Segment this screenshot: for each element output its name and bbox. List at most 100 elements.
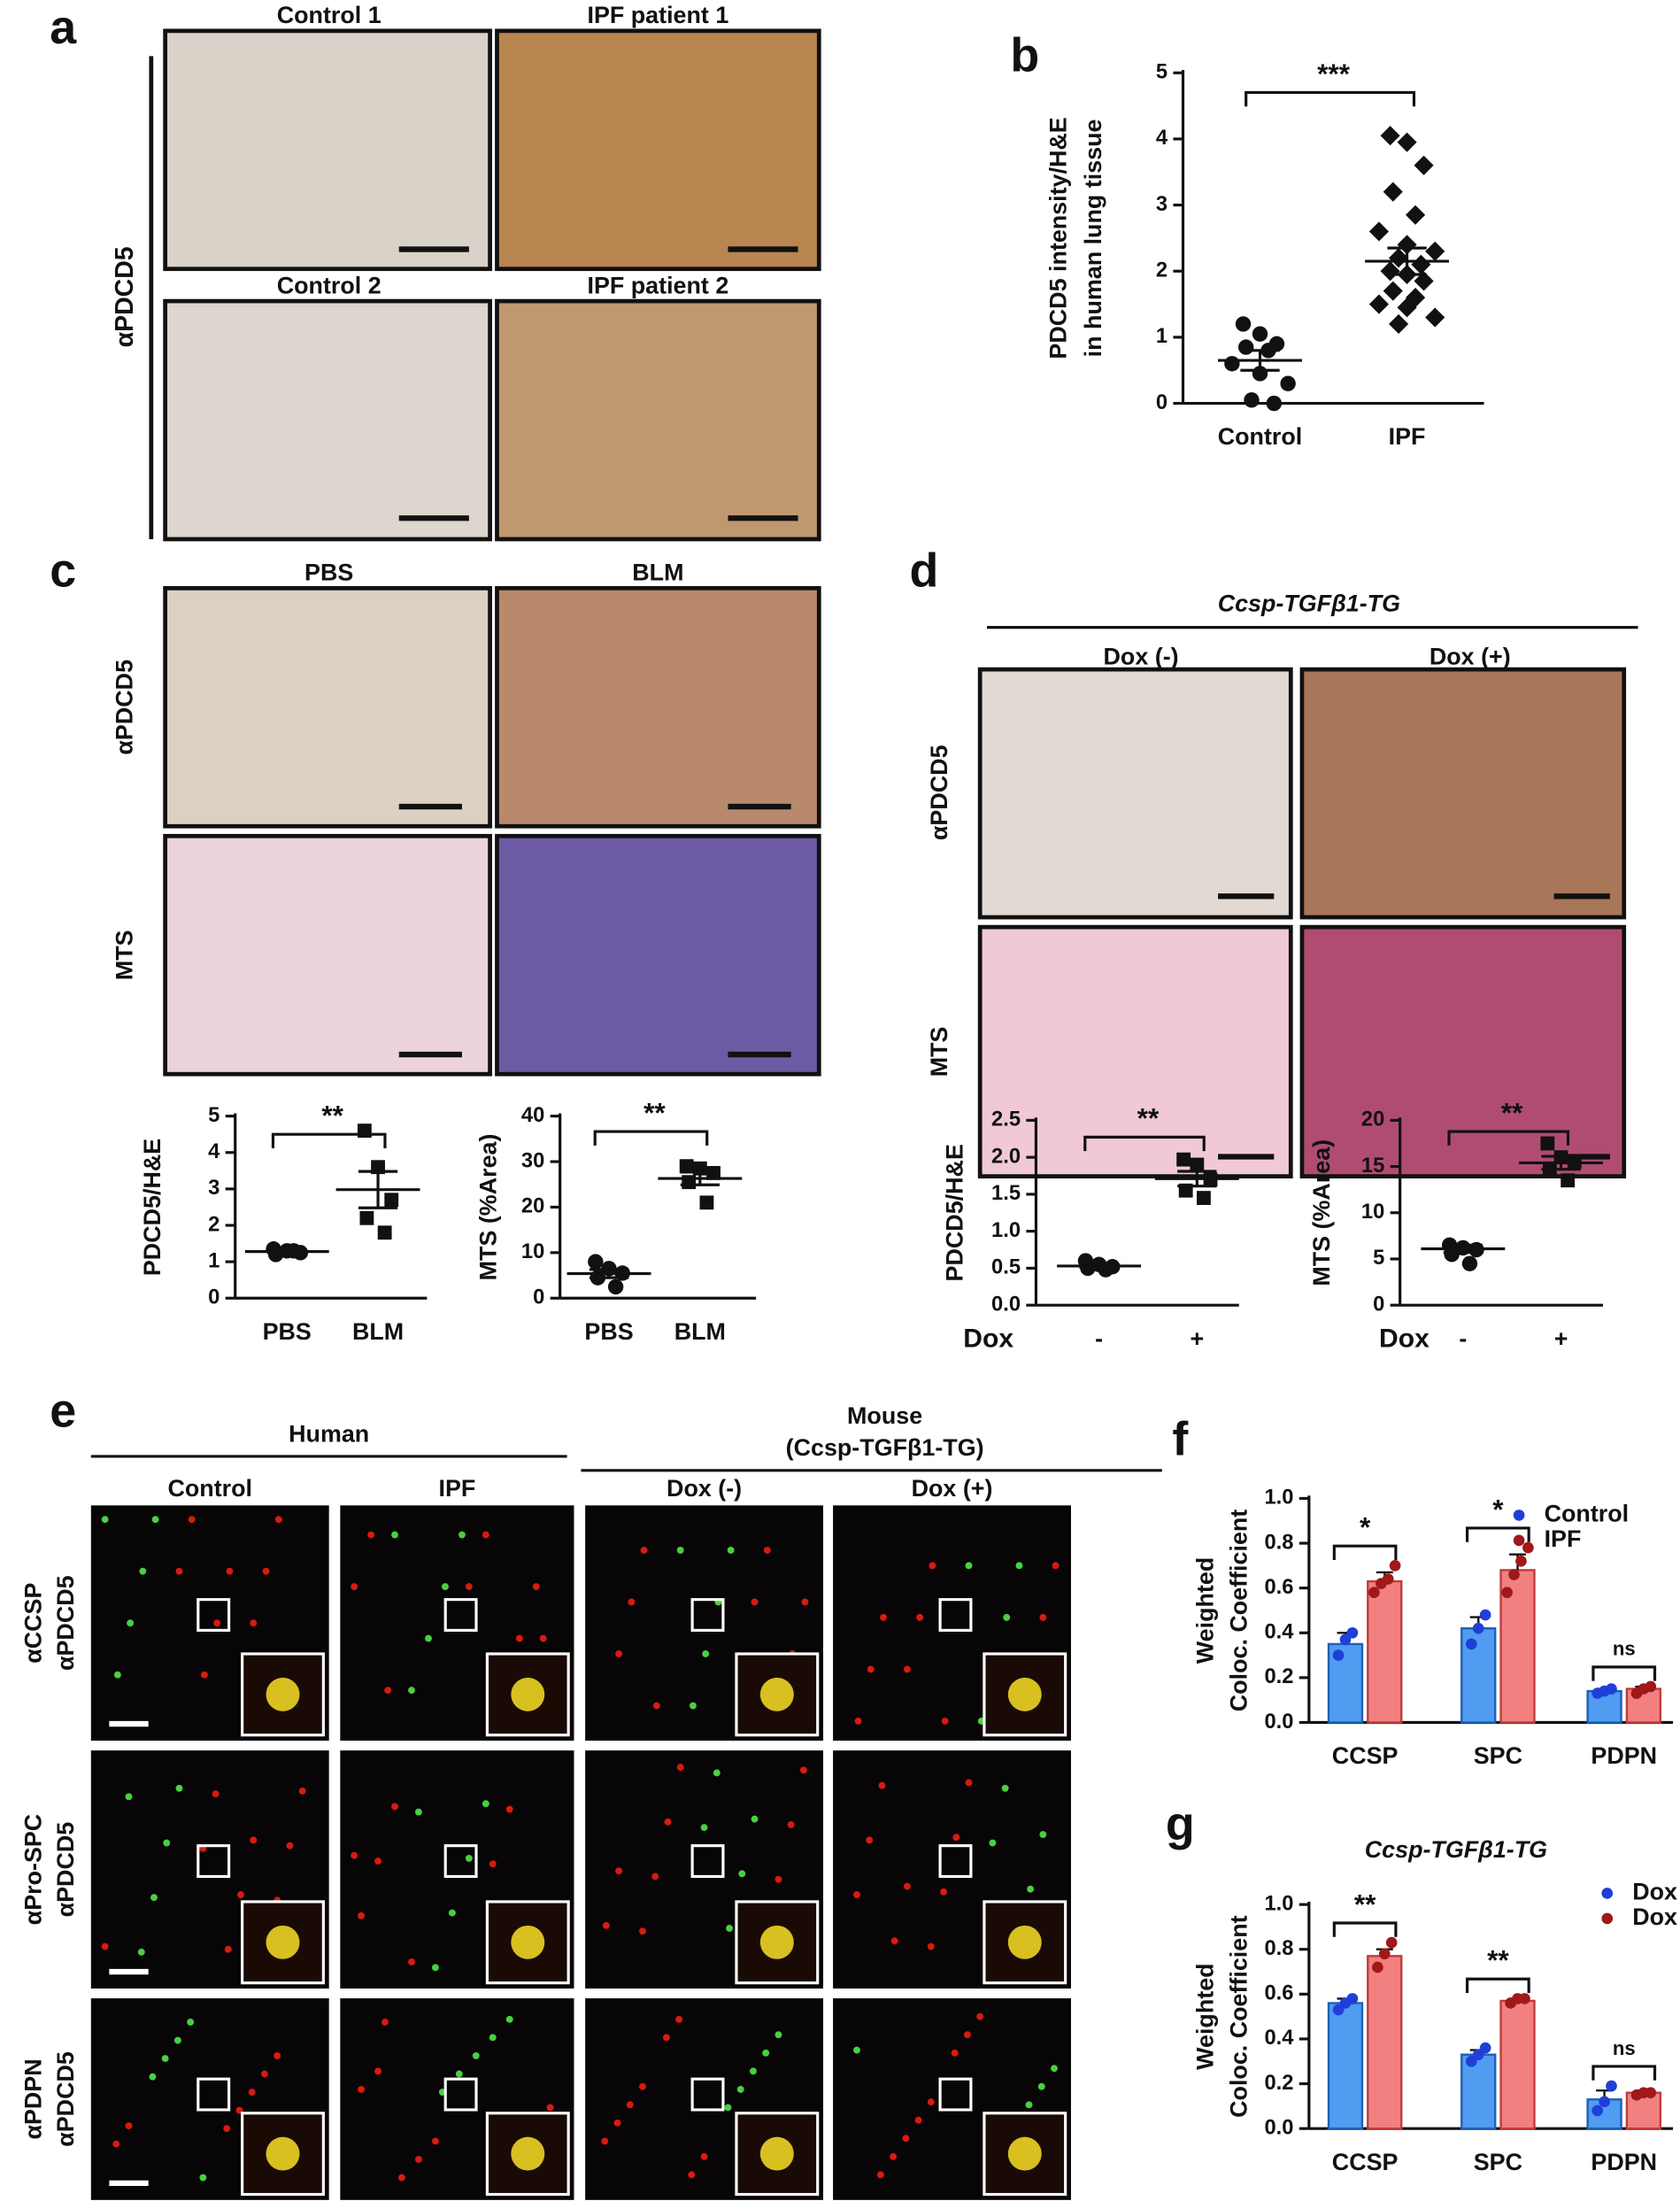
- roi: [690, 1598, 725, 1633]
- signal: [298, 1788, 306, 1795]
- signal: [151, 1516, 159, 1524]
- y-tick-label: 5: [208, 1104, 220, 1127]
- signal: [408, 1958, 415, 1965]
- data-point: [1368, 1587, 1380, 1599]
- y-tick-label: 20: [1361, 1108, 1384, 1131]
- axis-label: αPDCD5: [926, 745, 952, 840]
- data-point: [1197, 1191, 1211, 1205]
- data-point: [1252, 326, 1268, 342]
- roi: [443, 1598, 478, 1633]
- y-tick-label: 0.4: [1264, 2027, 1294, 2050]
- y-tick-label: 1.0: [1264, 1892, 1293, 1915]
- signal: [613, 2119, 621, 2127]
- y-tick-label: 2: [208, 1213, 220, 1236]
- signal: [127, 1619, 135, 1627]
- significance: ns: [1613, 2037, 1636, 2059]
- data-point: [1501, 1587, 1513, 1599]
- data-point: [1235, 316, 1252, 332]
- axis-label: MTS (%Area): [1308, 1139, 1335, 1286]
- signal: [759, 2136, 794, 2171]
- roi: [938, 1598, 973, 1633]
- x-tick-label: PBS: [263, 1318, 312, 1345]
- y-tick-label: 2.0: [991, 1145, 1021, 1168]
- signal: [902, 2135, 910, 2143]
- x-tick-label: BLM: [674, 1318, 726, 1345]
- signal: [1003, 1613, 1011, 1621]
- signal: [414, 1808, 422, 1816]
- signal: [1037, 2082, 1045, 2090]
- roi: [938, 1844, 973, 1879]
- signal: [763, 1546, 771, 1554]
- label: Control: [167, 1475, 252, 1502]
- significance-bracket: [593, 1130, 709, 1146]
- signal: [876, 2171, 884, 2179]
- signal: [914, 2116, 922, 2124]
- signal: [652, 1702, 660, 1710]
- y-tick-label: 0.6: [1264, 1982, 1293, 2005]
- y-tick-label: 3: [208, 1177, 220, 1200]
- signal: [676, 1764, 684, 1772]
- group-label: (Ccsp-TGFβ1-TG): [786, 1434, 984, 1461]
- signal: [640, 1546, 648, 1554]
- label: Dox (+): [1430, 644, 1511, 670]
- axis-label: MTS: [926, 1027, 952, 1077]
- signal: [759, 1925, 794, 1959]
- signal: [965, 1562, 973, 1570]
- y-tick-label: 0.2: [1264, 2072, 1293, 2095]
- y-tick-label: 0.4: [1264, 1621, 1294, 1644]
- signal: [700, 1824, 708, 1832]
- y-tick-label: 0: [533, 1286, 544, 1309]
- micrograph: [163, 28, 492, 272]
- signal: [223, 2125, 231, 2133]
- x-tick-label: +: [1554, 1325, 1568, 1352]
- signal: [213, 1619, 221, 1627]
- signal: [381, 2019, 389, 2026]
- data-point: [1244, 392, 1260, 408]
- signal: [163, 1839, 171, 1847]
- signal: [799, 1766, 807, 1774]
- signal: [801, 1598, 809, 1606]
- significance-bracket: [1447, 1130, 1570, 1146]
- axis-label: Coloc. Coefficient: [1225, 1510, 1252, 1712]
- data-point: [1425, 307, 1445, 328]
- signal: [713, 1769, 721, 1777]
- data-point: [1382, 1573, 1394, 1585]
- bar: [1367, 1955, 1403, 2130]
- data-point: [1508, 1569, 1520, 1580]
- signal: [1015, 1562, 1023, 1570]
- signal: [615, 1650, 623, 1657]
- data-point: [1472, 2049, 1484, 2060]
- x-tick-label: -: [1095, 1325, 1103, 1352]
- x-axis-label: Dox: [963, 1324, 1013, 1354]
- label: Dox (+): [912, 1475, 993, 1502]
- data-point: [1479, 2042, 1491, 2054]
- signal: [113, 1671, 121, 1679]
- data-point: [1479, 1609, 1491, 1621]
- signal: [489, 1860, 497, 1868]
- label: IPF patient 2: [587, 272, 728, 298]
- x-axis-label: Dox: [1379, 1324, 1430, 1354]
- signal: [626, 2101, 634, 2109]
- stain-label: αPro-SPC: [20, 1814, 47, 1926]
- signal: [505, 2015, 513, 2023]
- chart-title: Ccsp-TGFβ1-TG: [1365, 1836, 1547, 1863]
- signal: [455, 2070, 463, 2078]
- signal: [952, 1834, 960, 1842]
- data-point: [1472, 1622, 1484, 1634]
- bar: [1367, 1579, 1403, 1724]
- x-tick-label: PDPN: [1591, 2149, 1657, 2175]
- data-point: [607, 1278, 624, 1295]
- stain-label: αPDPN: [20, 2058, 47, 2139]
- data-point: [1346, 1626, 1359, 1639]
- label: BLM: [632, 560, 683, 586]
- data-point: [1414, 155, 1434, 175]
- signal: [448, 1909, 456, 1917]
- signal: [425, 1634, 432, 1642]
- data-point: [1332, 1649, 1345, 1661]
- signal: [854, 1717, 862, 1725]
- panel-label: b: [1010, 29, 1039, 82]
- header: Ccsp-TGFβ1-TG: [1218, 590, 1400, 616]
- y-tick-label: 20: [521, 1195, 544, 1218]
- micrograph: [163, 298, 492, 542]
